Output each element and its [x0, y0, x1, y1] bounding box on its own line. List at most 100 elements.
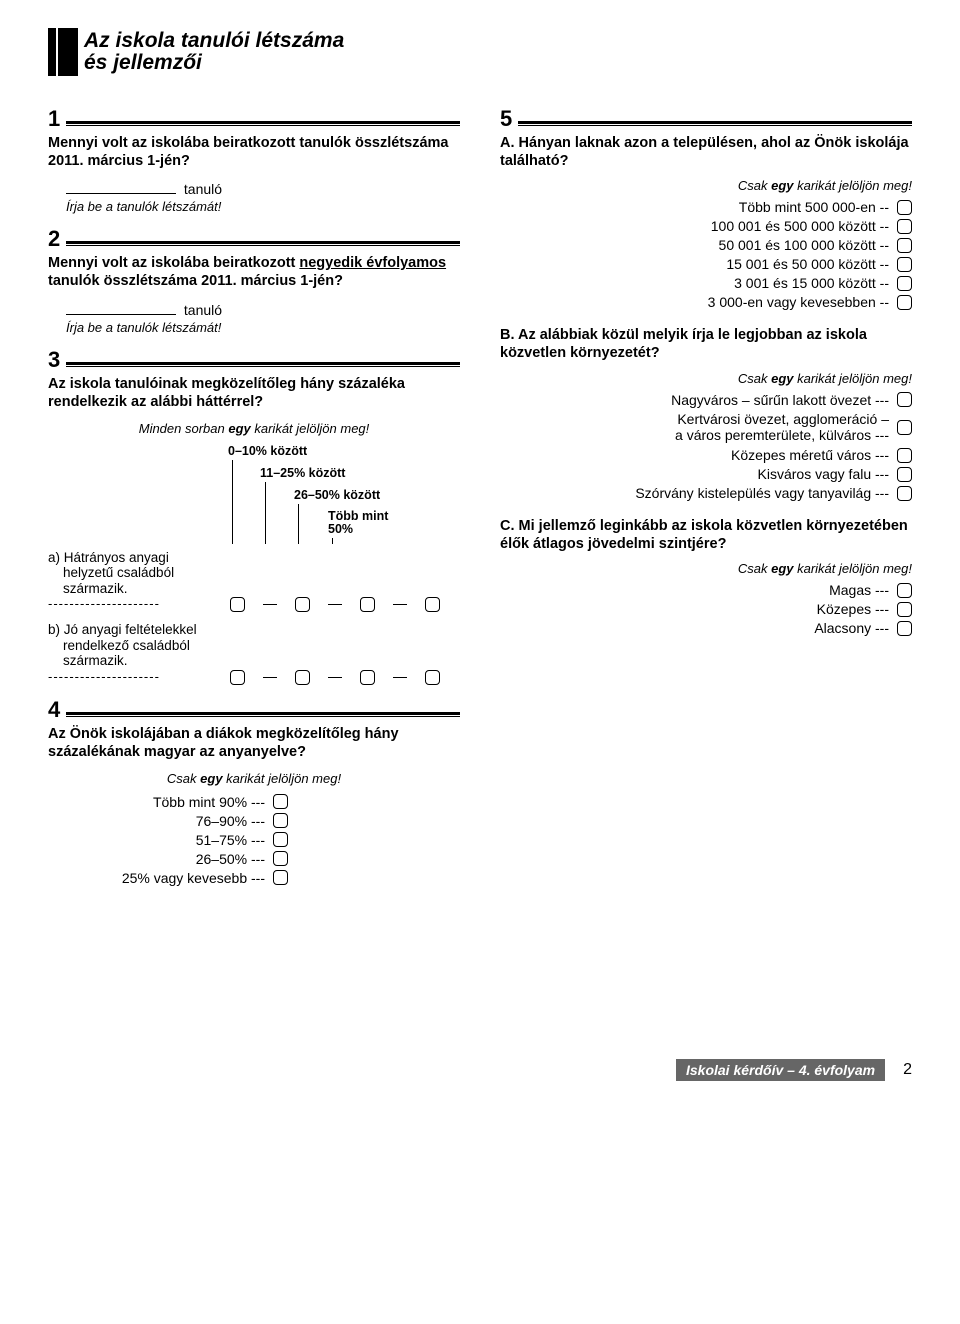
q5b-opt-multi: Kertvárosi övezet, agglomeráció – a váro… [675, 411, 889, 445]
q5-number: 5 [500, 108, 512, 130]
radio[interactable] [425, 597, 440, 612]
radio[interactable] [897, 257, 912, 272]
q5c-text: C. Mi jellemző leginkább az iskola közve… [500, 517, 912, 553]
right-column: 5 A. Hányan laknak azon a településen, a… [500, 94, 912, 889]
q2-number: 2 [48, 228, 60, 250]
q5a-options: Több mint 500 000-en -- 100 001 és 500 0… [500, 199, 912, 310]
q2-input[interactable] [66, 301, 176, 315]
q3-col-h1: 0–10% között [228, 444, 307, 458]
q5a-hint: Csak egy karikát jelöljön meg! [500, 178, 912, 193]
q5c-opt: Alacsony --- [814, 620, 889, 636]
page-footer: Iskolai kérdőív – 4. évfolyam 2 [48, 1059, 912, 1081]
radio[interactable] [230, 670, 245, 685]
radio[interactable] [425, 670, 440, 685]
q1-number: 1 [48, 108, 60, 130]
q3-row-b-options [230, 670, 440, 685]
radio[interactable] [360, 597, 375, 612]
q3-row-a: a) Hátrányos anyagi helyzetű családból s… [48, 550, 460, 612]
q5b-options: Nagyváros – sűrűn lakott övezet --- Kert… [500, 392, 912, 502]
q2-unit: tanuló [184, 302, 222, 318]
radio[interactable] [897, 238, 912, 253]
q1-unit: tanuló [184, 181, 222, 197]
q1-hint: Írja be a tanulók létszámát! [66, 199, 460, 214]
bar-stripe [58, 28, 78, 76]
q5-header: 5 [500, 108, 912, 130]
q5b-opt: Nagyváros – sűrűn lakott övezet --- [671, 392, 889, 408]
q3-col-h2: 11–25% között [260, 466, 345, 480]
q2-hint: Írja be a tanulók létszámát! [66, 320, 460, 335]
radio[interactable] [360, 670, 375, 685]
radio[interactable] [273, 813, 288, 828]
radio[interactable] [897, 200, 912, 215]
radio[interactable] [897, 276, 912, 291]
q5b-opt: Közepes méretű város --- [731, 447, 889, 463]
q1-header: 1 [48, 108, 460, 130]
q5b-hint: Csak egy karikát jelöljön meg! [500, 371, 912, 386]
q5c-options: Magas --- Közepes --- Alacsony --- [500, 582, 912, 636]
radio[interactable] [897, 486, 912, 501]
two-column-layout: 1 Mennyi volt az iskolába beiratkozott t… [48, 94, 912, 889]
radio[interactable] [897, 602, 912, 617]
q4-number: 4 [48, 699, 60, 721]
q5a-text: A. Hányan laknak azon a településen, aho… [500, 134, 912, 170]
radio[interactable] [273, 832, 288, 847]
q-rule [66, 362, 460, 367]
q4-hint: Csak egy karikát jelöljön meg! [48, 771, 460, 786]
q5c-opt: Közepes --- [817, 601, 889, 617]
radio[interactable] [897, 621, 912, 636]
q4-opt: 76–90% --- [196, 813, 265, 829]
q5a-opt: 15 001 és 50 000 között -- [726, 256, 889, 272]
radio[interactable] [897, 392, 912, 407]
q3-hint: Minden sorban egy karikát jelöljön meg! [48, 421, 460, 436]
q1-input[interactable] [66, 180, 176, 194]
q5a-opt: 100 001 és 500 000 között -- [711, 218, 889, 234]
footer-page: 2 [903, 1061, 912, 1079]
q4-text: Az Önök iskolájában a diákok megközelítő… [48, 725, 460, 761]
q4-opt: 51–75% --- [196, 832, 265, 848]
q2-input-row: tanuló [66, 301, 460, 318]
q5b-opt: Szórvány kistelepülés vagy tanyavilág --… [635, 485, 889, 501]
q5a-opt: 3 000-en vagy kevesebben -- [708, 294, 889, 310]
q3-row-a-label: a) Hátrányos anyagi helyzetű családból s… [48, 550, 228, 612]
q4-opt: Több mint 90% --- [153, 794, 265, 810]
radio[interactable] [273, 794, 288, 809]
q3-col-h3: 26–50% között [294, 488, 380, 502]
left-column: 1 Mennyi volt az iskolába beiratkozott t… [48, 94, 460, 889]
q4-opt: 25% vagy kevesebb --- [122, 870, 265, 886]
q3-row-b-label: b) Jó anyagi feltételekkel rendelkező cs… [48, 622, 228, 684]
q4-header: 4 [48, 699, 460, 721]
section-title-line2: és jellemzői [84, 51, 202, 74]
q5a-opt: Több mint 500 000-en -- [739, 199, 889, 215]
q4-options: Több mint 90% --- 76–90% --- 51–75% --- … [68, 794, 288, 886]
radio[interactable] [897, 583, 912, 598]
radio[interactable] [295, 670, 310, 685]
q-rule [518, 121, 912, 126]
radio[interactable] [273, 870, 288, 885]
q5a-opt: 3 001 és 15 000 között -- [734, 275, 889, 291]
q-rule [66, 121, 460, 126]
section-title: Az iskola tanulói létszáma és jellemzői [84, 28, 344, 76]
radio[interactable] [273, 851, 288, 866]
q-rule [66, 712, 460, 717]
radio[interactable] [897, 420, 912, 435]
q5b-opt: Kisváros vagy falu --- [758, 466, 889, 482]
q4-opt: 26–50% --- [196, 851, 265, 867]
radio[interactable] [230, 597, 245, 612]
radio[interactable] [897, 448, 912, 463]
q5c-opt: Magas --- [829, 582, 889, 598]
bar-stripe [48, 28, 56, 76]
q1-input-row: tanuló [66, 180, 460, 197]
section-header: Az iskola tanulói létszáma és jellemzői [48, 28, 912, 76]
q5a-opt: 50 001 és 100 000 között -- [719, 237, 889, 253]
radio[interactable] [897, 467, 912, 482]
radio[interactable] [897, 219, 912, 234]
radio[interactable] [897, 295, 912, 310]
q-rule [66, 241, 460, 246]
q2-header: 2 [48, 228, 460, 250]
q3-column-headers: 0–10% között 11–25% között 26–50% között… [228, 444, 460, 544]
q3-row-b: b) Jó anyagi feltételekkel rendelkező cs… [48, 622, 460, 684]
q3-header: 3 [48, 349, 460, 371]
radio[interactable] [295, 597, 310, 612]
q3-number: 3 [48, 349, 60, 371]
section-title-line1: Az iskola tanulói létszáma [84, 29, 344, 52]
